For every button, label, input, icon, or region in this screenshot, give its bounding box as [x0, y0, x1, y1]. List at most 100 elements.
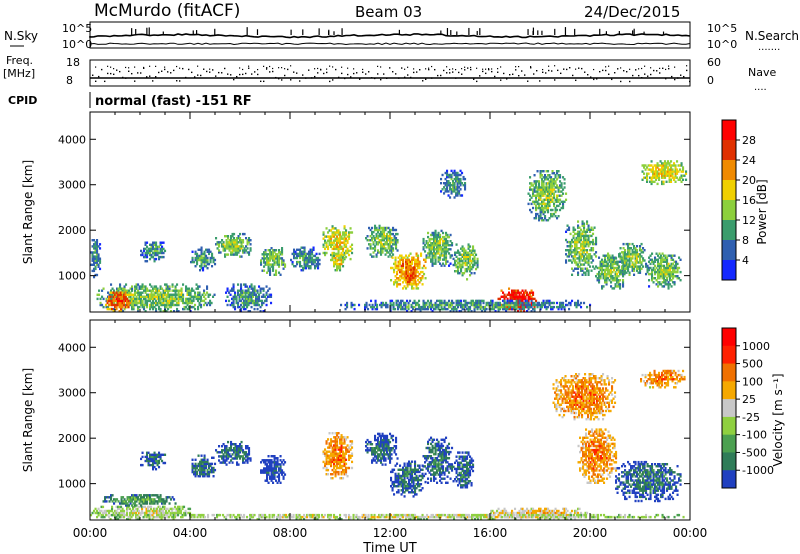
velocity-cell — [103, 509, 106, 513]
power-cell — [610, 266, 613, 270]
power-cell — [621, 267, 624, 270]
power-cell — [523, 305, 526, 309]
power-cell — [523, 295, 526, 298]
power-cell — [541, 186, 544, 189]
power-cell — [460, 265, 463, 269]
power-cell — [228, 245, 231, 248]
power-cell — [673, 268, 676, 272]
power-cell — [336, 260, 339, 263]
power-cell — [464, 251, 467, 254]
power-cell — [159, 310, 162, 313]
power-cell — [581, 234, 584, 238]
power-cell — [458, 265, 461, 269]
power-cell — [177, 301, 180, 305]
power-cell — [135, 285, 138, 288]
power-cell — [624, 269, 627, 272]
power-colorbar-swatch — [722, 200, 736, 221]
velocity-cell — [163, 507, 166, 511]
power-cell — [539, 307, 542, 311]
power-cell — [660, 266, 663, 270]
power-cell — [422, 301, 425, 305]
power-cell — [535, 215, 538, 218]
power-cell — [168, 301, 171, 305]
power-cell — [384, 247, 387, 250]
power-cell — [267, 259, 270, 262]
power-cell — [470, 261, 473, 265]
power-cell — [242, 245, 245, 248]
power-cell — [590, 228, 593, 231]
power-cell — [374, 224, 377, 228]
nave-point — [326, 71, 328, 74]
power-cell — [281, 259, 284, 262]
power-cell — [636, 259, 639, 262]
power-cell — [581, 245, 584, 248]
power-cell — [374, 303, 377, 307]
power-cell — [425, 242, 428, 245]
power-cell — [604, 281, 607, 284]
power-cell — [672, 266, 675, 270]
power-cell — [584, 234, 587, 238]
power-cell — [636, 269, 639, 272]
power-cell — [222, 245, 225, 248]
power-cell — [275, 255, 278, 258]
power-heatmap — [90, 160, 688, 313]
power-cell — [441, 188, 444, 191]
power-cell — [159, 249, 162, 253]
power-cell — [124, 297, 127, 301]
power-cell — [453, 188, 456, 191]
power-cell — [669, 264, 672, 268]
power-cell — [674, 164, 677, 167]
power-cell — [186, 291, 189, 294]
power-cell — [149, 289, 152, 292]
power-cell — [121, 303, 124, 307]
power-cell — [640, 255, 643, 258]
power-cell — [395, 241, 398, 244]
power-cell — [440, 307, 443, 311]
power-cell — [520, 295, 523, 298]
power-cell — [428, 305, 431, 309]
power-cell — [97, 265, 100, 268]
power-cell — [417, 254, 420, 257]
power-cell — [149, 249, 152, 253]
power-cell — [214, 262, 217, 266]
power-cell — [499, 301, 502, 305]
nave-point — [578, 67, 580, 69]
power-cell — [433, 246, 436, 249]
power-cell — [520, 299, 523, 303]
power-cell — [252, 293, 255, 296]
nave-point — [644, 73, 646, 75]
power-cell — [655, 176, 658, 179]
power-cell — [518, 293, 521, 296]
power-cell — [461, 194, 464, 197]
power-cell — [267, 257, 270, 260]
power-cell — [237, 249, 240, 252]
power-cell — [679, 176, 682, 179]
power-cell — [622, 281, 625, 284]
power-cell — [467, 305, 470, 309]
velocity-cell — [126, 509, 129, 513]
power-cell — [392, 226, 395, 230]
nave-point — [533, 73, 535, 75]
power-cell — [162, 247, 165, 251]
power-cell — [428, 240, 431, 243]
power-cell — [202, 267, 205, 270]
power-cell — [675, 264, 678, 268]
power-cell — [144, 255, 147, 259]
power-cell — [400, 307, 403, 311]
power-cell — [476, 263, 479, 267]
power-cell — [164, 249, 167, 253]
power-cell — [499, 297, 502, 301]
nave-point — [326, 68, 328, 70]
power-cell — [613, 268, 616, 272]
power-cell — [143, 285, 146, 288]
power-cell — [153, 305, 156, 309]
power-cell — [515, 293, 518, 296]
power-cell — [113, 301, 116, 305]
power-cell — [657, 281, 660, 284]
power-cell — [547, 194, 550, 197]
power-cell — [633, 251, 636, 254]
power-cell — [120, 299, 123, 303]
power-cell — [665, 172, 668, 175]
power-cell — [502, 303, 505, 307]
power-cell — [466, 307, 469, 311]
